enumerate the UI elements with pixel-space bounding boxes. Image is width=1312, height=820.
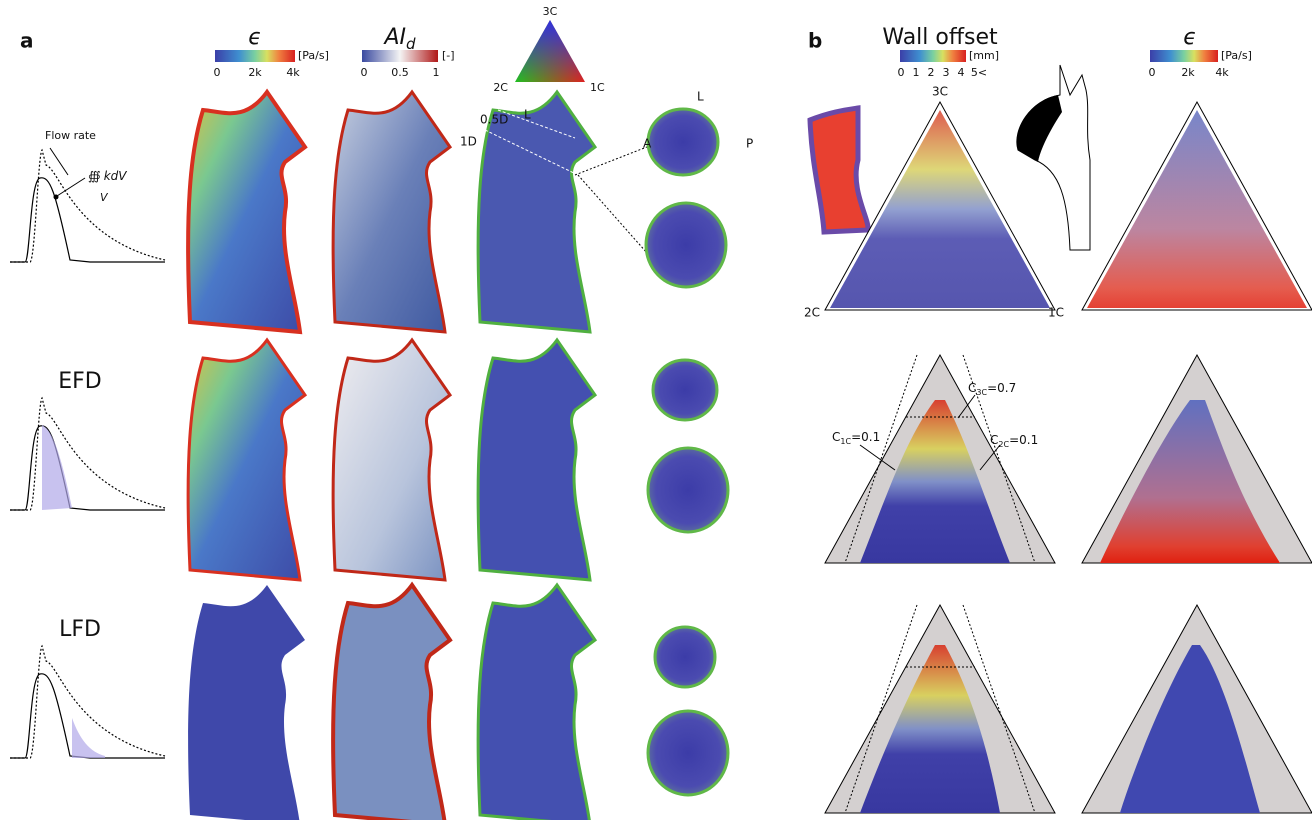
orientation-label: A xyxy=(643,137,652,151)
kinetic-curve xyxy=(10,150,165,262)
aorta-epsilon xyxy=(188,340,305,580)
triangle-label: 3C xyxy=(543,5,558,18)
aid-symbol: AId xyxy=(382,25,416,53)
row-label: EFD xyxy=(58,369,102,394)
pointer xyxy=(57,178,85,196)
threshold-sub: 2C xyxy=(998,440,1009,449)
cross-section xyxy=(648,711,728,795)
triangle-label: 1C xyxy=(1048,306,1064,320)
colorbar xyxy=(1150,50,1218,62)
point xyxy=(54,195,59,200)
panel-label: a xyxy=(20,29,34,53)
slice-label: 1D xyxy=(460,135,477,149)
slice-label: L xyxy=(524,108,531,122)
leader-line xyxy=(578,175,655,262)
flow-label: Flow rate xyxy=(45,129,96,142)
cross-section xyxy=(648,448,728,532)
efd-shade xyxy=(42,425,72,510)
threshold-label: C3C=0.7 xyxy=(968,381,1016,397)
wall-offset-icon xyxy=(810,108,868,232)
triangle-label: 2C xyxy=(804,306,820,320)
threshold-label: C1C=0.1 xyxy=(832,430,880,446)
colorbar-unit: [mm] xyxy=(969,49,999,62)
aid-sub: d xyxy=(406,35,416,53)
aorta-rgb xyxy=(478,340,595,580)
wall-offset-title: Wall offset xyxy=(882,25,998,50)
colorbar xyxy=(362,50,438,62)
colorbar-tick: 1 xyxy=(433,66,440,79)
kinetic-curve xyxy=(10,646,165,758)
colorbar-tick: 2k xyxy=(1181,66,1195,79)
row-label: LFD xyxy=(59,617,101,642)
colorbar-tick: 3 xyxy=(943,66,950,79)
colorbar-tick: 1 xyxy=(913,66,920,79)
color-triangle-overlay xyxy=(515,20,585,82)
aid-main: AI xyxy=(382,25,406,50)
integral-sign: ∰ xyxy=(88,169,101,183)
colorbar-tick: 2k xyxy=(248,66,262,79)
flow-curves xyxy=(10,150,165,758)
integral: ∰kdV xyxy=(88,169,127,183)
aorta-rgb xyxy=(478,92,595,332)
colorbar-unit: [Pa/s] xyxy=(1221,49,1252,62)
colorbar-tick: 0 xyxy=(361,66,368,79)
triangle-label: 1C xyxy=(590,81,605,94)
colorbar-tick: 5< xyxy=(971,66,987,79)
aorta-epsilon xyxy=(188,585,305,820)
slice-label: 0.5D xyxy=(480,113,508,127)
colorbar-tick: 0.5 xyxy=(391,66,409,79)
cross-section xyxy=(648,109,718,175)
threshold-value: =0.1 xyxy=(1009,433,1038,447)
threshold-value: =0.7 xyxy=(987,381,1016,395)
aorta-epsilon xyxy=(188,92,305,332)
orientation-label: L xyxy=(697,90,704,104)
aorta-aid xyxy=(333,340,450,580)
colorbar-tick: 0 xyxy=(214,66,221,79)
cross-section xyxy=(655,627,715,687)
integral-domain: V xyxy=(100,191,109,204)
colorbar-unit: [Pa/s] xyxy=(298,49,329,62)
cross-sections xyxy=(646,109,728,795)
aorta-icon xyxy=(1017,65,1090,250)
epsilon-symbol: ϵ xyxy=(1183,25,1197,50)
threshold-symbol: C xyxy=(832,430,840,444)
figure: a ϵ [Pa/s] 0 2k 4k AId [-] 0 0.5 1 3C 2C… xyxy=(0,0,1312,820)
cross-section xyxy=(646,203,726,287)
threshold-value: =0.1 xyxy=(851,430,880,444)
colorbar-tick: 0 xyxy=(1149,66,1156,79)
threshold-sub: 1C xyxy=(840,437,851,446)
colorbar-unit: [-] xyxy=(442,49,455,62)
wall-offset-ticks: 0 1 2 3 4 5< xyxy=(898,66,988,79)
colorbar xyxy=(900,50,966,62)
colorbar-tick: 2 xyxy=(928,66,935,79)
scatter-cloud xyxy=(1087,110,1307,308)
threshold-symbol: C xyxy=(968,381,976,395)
aorta-aid xyxy=(333,92,450,332)
lfd-shade xyxy=(72,718,105,758)
aorta-grid xyxy=(188,92,595,820)
epsilon-symbol: ϵ xyxy=(248,25,262,50)
kinetic-curve xyxy=(10,398,165,510)
threshold-symbol: C xyxy=(990,433,998,447)
threshold-label: C2C=0.1 xyxy=(990,433,1038,449)
threshold-sub: 3C xyxy=(976,388,987,397)
triangle-label: 3C xyxy=(932,85,948,99)
colorbar-tick: 4 xyxy=(958,66,965,79)
colorbar-tick: 0 xyxy=(898,66,905,79)
aorta-aid xyxy=(333,585,450,820)
triangle-label: 2C xyxy=(493,81,508,94)
colorbar-tick: 4k xyxy=(286,66,300,79)
colorbar-tick: 4k xyxy=(1215,66,1229,79)
orientation-label: P xyxy=(746,137,753,151)
cross-section xyxy=(653,360,717,420)
aorta-rgb xyxy=(478,585,595,820)
colorbar xyxy=(215,50,295,62)
integrand: kdV xyxy=(104,169,128,183)
panel-label: b xyxy=(808,29,822,53)
